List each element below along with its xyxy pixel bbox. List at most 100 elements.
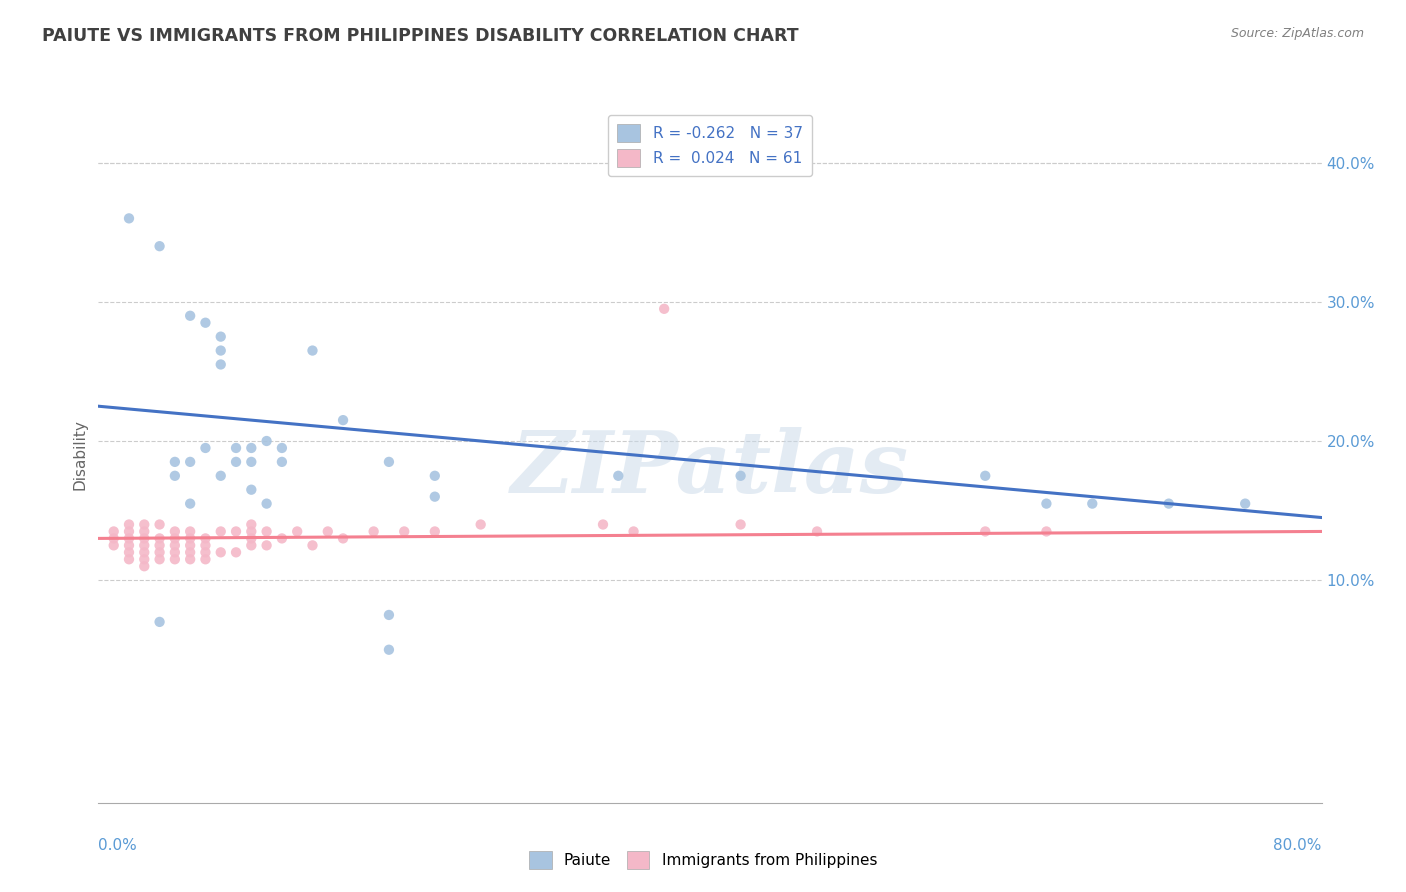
Point	[270, 532, 292, 546]
Point	[592, 517, 614, 532]
Point	[256, 434, 278, 448]
Point	[423, 468, 446, 483]
Text: Source: ZipAtlas.com: Source: ZipAtlas.com	[1230, 27, 1364, 40]
Point	[149, 615, 172, 629]
Point	[363, 524, 385, 539]
Point	[378, 455, 401, 469]
Point	[225, 441, 247, 455]
Point	[240, 517, 263, 532]
Point	[423, 490, 446, 504]
Point	[134, 559, 156, 574]
Point	[652, 301, 675, 316]
Point	[256, 524, 278, 539]
Point	[378, 607, 401, 622]
Point	[103, 532, 125, 546]
Point	[179, 532, 201, 546]
Point	[225, 524, 247, 539]
Point	[240, 483, 263, 497]
Point	[240, 524, 263, 539]
Point	[1234, 497, 1257, 511]
Point	[103, 524, 125, 539]
Point	[1035, 497, 1057, 511]
Text: PAIUTE VS IMMIGRANTS FROM PHILIPPINES DISABILITY CORRELATION CHART: PAIUTE VS IMMIGRANTS FROM PHILIPPINES DI…	[42, 27, 799, 45]
Point	[209, 524, 232, 539]
Point	[730, 517, 752, 532]
Point	[209, 468, 232, 483]
Point	[730, 468, 752, 483]
Text: ZIPatlas: ZIPatlas	[510, 427, 910, 510]
Point	[149, 538, 172, 552]
Legend: R = -0.262   N = 37, R =  0.024   N = 61: R = -0.262 N = 37, R = 0.024 N = 61	[609, 115, 811, 177]
Point	[301, 343, 323, 358]
Point	[103, 538, 125, 552]
Point	[179, 538, 201, 552]
Point	[163, 468, 186, 483]
Text: 80.0%: 80.0%	[1274, 838, 1322, 853]
Point	[240, 532, 263, 546]
Point	[134, 545, 156, 559]
Point	[209, 358, 232, 372]
Point	[806, 524, 828, 539]
Point	[316, 524, 339, 539]
Point	[240, 538, 263, 552]
Point	[1035, 524, 1057, 539]
Point	[194, 545, 217, 559]
Point	[179, 309, 201, 323]
Text: 0.0%: 0.0%	[98, 838, 138, 853]
Point	[194, 538, 217, 552]
Point	[149, 545, 172, 559]
Point	[134, 517, 156, 532]
Point	[134, 524, 156, 539]
Point	[378, 642, 401, 657]
Y-axis label: Disability: Disability	[72, 419, 87, 491]
Point	[194, 532, 217, 546]
Point	[149, 532, 172, 546]
Legend: Paiute, Immigrants from Philippines: Paiute, Immigrants from Philippines	[523, 845, 883, 875]
Point	[623, 524, 645, 539]
Point	[1157, 497, 1180, 511]
Point	[163, 524, 186, 539]
Point	[332, 413, 354, 427]
Point	[974, 468, 997, 483]
Point	[149, 239, 172, 253]
Point	[179, 455, 201, 469]
Point	[470, 517, 492, 532]
Point	[1081, 497, 1104, 511]
Point	[240, 455, 263, 469]
Point	[179, 497, 201, 511]
Point	[118, 532, 141, 546]
Point	[225, 455, 247, 469]
Point	[240, 441, 263, 455]
Point	[179, 552, 201, 566]
Point	[118, 211, 141, 226]
Point	[256, 538, 278, 552]
Point	[163, 538, 186, 552]
Point	[118, 524, 141, 539]
Point	[179, 524, 201, 539]
Point	[118, 538, 141, 552]
Point	[607, 468, 630, 483]
Point	[332, 532, 354, 546]
Point	[270, 455, 292, 469]
Point	[270, 441, 292, 455]
Point	[301, 538, 323, 552]
Point	[423, 524, 446, 539]
Point	[134, 552, 156, 566]
Point	[209, 545, 232, 559]
Point	[163, 552, 186, 566]
Point	[134, 532, 156, 546]
Point	[163, 545, 186, 559]
Point	[179, 545, 201, 559]
Point	[256, 497, 278, 511]
Point	[285, 524, 308, 539]
Point	[149, 517, 172, 532]
Point	[118, 552, 141, 566]
Point	[209, 343, 232, 358]
Point	[209, 329, 232, 343]
Point	[118, 517, 141, 532]
Point	[134, 538, 156, 552]
Point	[974, 524, 997, 539]
Point	[163, 455, 186, 469]
Point	[149, 552, 172, 566]
Point	[392, 524, 416, 539]
